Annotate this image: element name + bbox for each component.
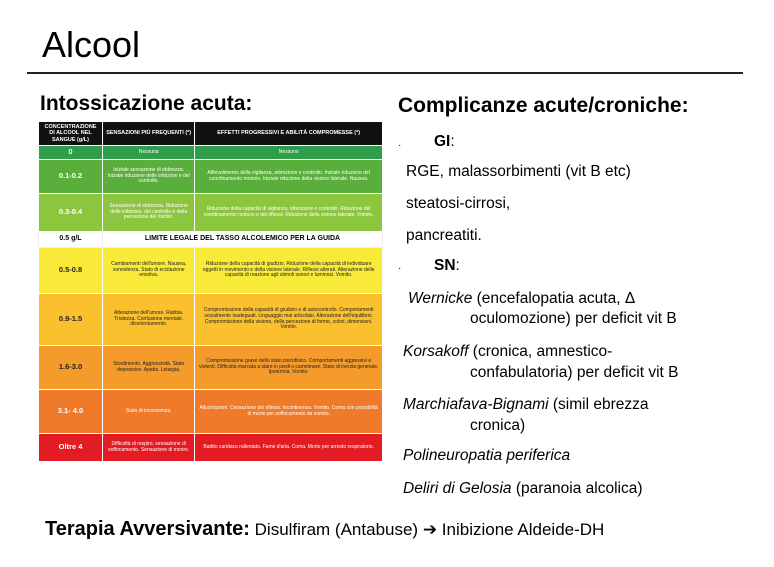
row-concentration: 1.6-3.0	[38, 345, 103, 390]
sn-item-korsakoff-cont: confabulatoria) per deficit vit B	[470, 364, 679, 381]
row-effects: Allucinazioni. Cessazione dei riflessi. …	[194, 389, 383, 434]
therapy-effect: Inibizione Aldeide-DH	[437, 520, 605, 539]
legal-limit-text: LIMITE LEGALE DEL TASSO ALCOLEMICO PER L…	[102, 231, 383, 248]
table-row: 0.3-0.4 Sensazione di ebbrezza. Riduzione…	[38, 193, 383, 232]
page-title: Alcool	[42, 24, 141, 65]
sn-item-marchiafava: Marchiafava-Bignami (simil ebrezza	[403, 396, 649, 413]
sn-item-korsakoff: Korsakoff (cronica, amnestico-	[403, 343, 613, 360]
arrow-icon: ➔	[422, 520, 438, 539]
row-effects: Battito cardiaco rallentato. Fame d'aria…	[194, 433, 383, 462]
table-row: 0.5-0.8 Cambiamenti dell'umore. Nausea, s…	[38, 247, 383, 294]
gi-item-2: steatosi-cirrosi,	[406, 195, 511, 212]
therapy-label: Terapia Avversivante:	[45, 518, 250, 540]
row-sensations: Nessuna	[101, 145, 196, 160]
gi-heading: GI:	[434, 133, 455, 150]
row-effects: Riduzione della capacità di vigilanza, a…	[194, 193, 383, 232]
table-row: 0 Nessuna Nessuno	[38, 145, 383, 160]
sn-item-wernicke-cont: oculomozione) per deficit vit B	[470, 310, 677, 327]
therapy-drug: Disulfiram (Antabuse)	[249, 520, 423, 539]
row-effects: Compromissione grave dello stato psicofi…	[194, 345, 383, 390]
row-effects: Compromissione della capacità di giudizi…	[194, 293, 383, 346]
row-concentration: Oltre 4	[38, 433, 103, 462]
right-section-heading: Complicanze acute/croniche:	[398, 94, 689, 117]
row-effects: Nessuno	[194, 145, 383, 160]
row-concentration: 0.1-0.2	[38, 159, 103, 194]
legal-limit-concentration: 0.5 g/L	[38, 231, 103, 248]
row-concentration: 0.9-1.5	[38, 293, 103, 346]
gi-item-3: pancreatiti.	[406, 227, 482, 244]
bullet-gi: ·	[398, 140, 402, 151]
sn-item-marchiafava-cont: cronica)	[470, 417, 526, 434]
sn-item-deliri: Deliri di Gelosia (paranoia alcolica)	[403, 480, 643, 497]
row-sensations: Difficoltà di respiro, sensazione di sof…	[101, 433, 196, 462]
row-sensations: Sensazione di ebbrezza. Riduzione delle …	[101, 193, 196, 232]
row-concentration: 0.3-0.4	[38, 193, 103, 232]
table-row: 0.1-0.2 Iniziale sensazione di ebbrezza. …	[38, 159, 383, 194]
row-concentration: 0	[38, 145, 103, 160]
row-effects: Affievolimento della vigilanza, attenzio…	[194, 159, 383, 194]
header-sensations: SENSAZIONI PIÙ FREQUENTI (*)	[101, 121, 196, 146]
header-effects: EFFETTI PROGRESSIVI E ABILITÀ COMPROMESS…	[194, 121, 383, 146]
table-header-row: CONCENTRAZIONE DI ALCOOL NEL SANGUE (g/L…	[38, 121, 383, 146]
gi-item-1: RGE, malassorbimenti (vit B etc)	[406, 163, 631, 180]
sn-item-polineuropatia: Polineuropatia periferica	[403, 447, 571, 464]
alcohol-intoxication-table: CONCENTRAZIONE DI ALCOOL NEL SANGUE (g/L…	[38, 121, 383, 462]
row-concentration: 0.5-0.8	[38, 247, 103, 294]
table-row: 1.6-3.0 Stordimento. Aggressività. Stato …	[38, 345, 383, 390]
row-sensations: Stordimento. Aggressività. Stato depress…	[101, 345, 196, 390]
table-row: 0.9-1.5 Alterazione dell'umore. Rabbia. T…	[38, 293, 383, 346]
row-effects: Riduzione della capacità di giudizio. Ri…	[194, 247, 383, 294]
row-sensations: Iniziale sensazione di ebbrezza. Inizial…	[101, 159, 196, 194]
table-row: 3.1- 4.0 Stato di incoscienza. Allucinazio…	[38, 389, 383, 434]
row-concentration: 3.1- 4.0	[38, 389, 103, 434]
bullet-sn: ·	[398, 263, 402, 274]
therapy-line: Terapia Avversivante: Disulfiram (Antabu…	[45, 518, 604, 541]
row-sensations: Cambiamenti dell'umore. Nausea, sonnolen…	[101, 247, 196, 294]
sn-heading: SN:	[434, 257, 460, 274]
left-section-heading: Intossicazione acuta:	[40, 92, 253, 115]
sn-item-wernicke: Wernicke (encefalopatia acuta, Δ	[408, 290, 636, 307]
legal-limit-row: 0.5 g/L LIMITE LEGALE DEL TASSO ALCOLEMIC…	[38, 231, 383, 248]
title-divider	[27, 72, 743, 74]
header-concentration: CONCENTRAZIONE DI ALCOOL NEL SANGUE (g/L…	[38, 121, 103, 146]
row-sensations: Stato di incoscienza.	[101, 389, 196, 434]
row-sensations: Alterazione dell'umore. Rabbia. Tristezz…	[101, 293, 196, 346]
table-row: Oltre 4 Difficoltà di respiro, sensazione…	[38, 433, 383, 462]
